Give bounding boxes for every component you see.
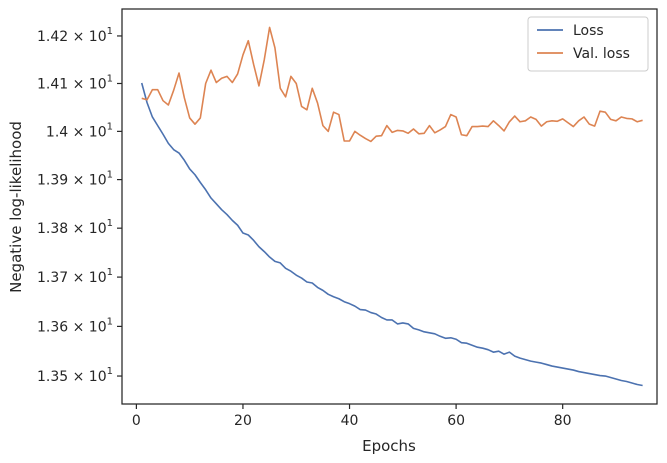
plot-frame [121,8,658,405]
legend: Loss Val. loss [527,16,649,72]
x-axis-label: Epochs [362,437,416,455]
x-tick-label: 60 [447,413,465,429]
series-line-loss [140,82,643,387]
x-axis: 0 20 40 60 80 [132,404,572,429]
y-tick-label: 1.35 × 101 [37,366,113,385]
x-tick-label: 80 [554,413,572,429]
y-tick-label: 1.37 × 101 [37,267,113,286]
x-tick-label: 20 [234,413,252,429]
y-tick-label: 1.36 × 101 [37,316,113,335]
series-line-val-loss [141,26,643,143]
x-tick-label: 40 [341,413,359,429]
legend-label: Val. loss [573,46,630,62]
y-axis-label: Negative log-likelihood [7,121,25,293]
y-tick-label: 1.4 × 101 [46,121,113,140]
x-tick-label: 0 [132,413,141,429]
series-lines [140,26,643,387]
y-tick-label: 1.39 × 101 [37,170,113,189]
legend-label: Loss [573,23,604,39]
y-tick-label: 1.42 × 101 [37,26,113,45]
y-tick-label: 1.38 × 101 [37,218,113,237]
y-tick-label: 1.41 × 101 [37,73,113,92]
y-axis: 1.35 × 101 1.36 × 101 1.37 × 101 1.38 × 101… [37,26,122,385]
